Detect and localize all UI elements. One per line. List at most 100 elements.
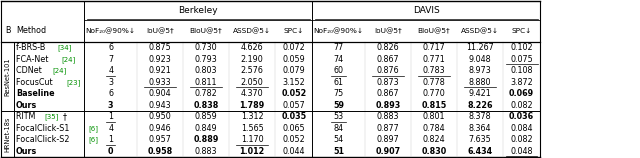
Text: 0.883: 0.883: [376, 112, 399, 121]
Text: BIoU@5†: BIoU@5†: [189, 27, 223, 34]
Text: 0.849: 0.849: [195, 124, 218, 133]
Text: 0.075: 0.075: [510, 55, 533, 64]
Text: 9.421: 9.421: [468, 89, 492, 98]
Text: 1.789: 1.789: [239, 101, 265, 110]
Text: 0.801: 0.801: [422, 112, 445, 121]
Text: 8.378: 8.378: [468, 112, 492, 121]
Text: 77: 77: [333, 43, 344, 52]
Text: 0.048: 0.048: [510, 147, 533, 156]
Text: 0.867: 0.867: [376, 89, 399, 98]
Text: 2.576: 2.576: [241, 66, 264, 75]
Text: NoF₂₀@90%↓: NoF₂₀@90%↓: [314, 27, 364, 34]
Text: FocalClick-S2: FocalClick-S2: [16, 135, 72, 144]
Text: HRNet-18s: HRNet-18s: [4, 116, 11, 152]
Text: 3: 3: [108, 101, 113, 110]
Text: IoU@5†: IoU@5†: [146, 27, 174, 34]
Text: 2.190: 2.190: [241, 55, 264, 64]
Text: 3: 3: [108, 78, 113, 87]
Text: 7.635: 7.635: [468, 135, 492, 144]
Text: 4.626: 4.626: [241, 43, 264, 52]
Text: 0.824: 0.824: [422, 135, 445, 144]
Text: CDNet: CDNet: [16, 66, 44, 75]
Text: 0.897: 0.897: [376, 135, 399, 144]
Text: BIoU@5†: BIoU@5†: [417, 27, 451, 34]
Text: 0.958: 0.958: [147, 147, 173, 156]
Text: f-BRS-B: f-BRS-B: [16, 43, 48, 52]
Text: 0.778: 0.778: [422, 78, 445, 87]
Text: ASSD@5↓: ASSD@5↓: [233, 27, 271, 34]
Text: 0.815: 0.815: [421, 101, 447, 110]
Text: 6: 6: [108, 43, 113, 52]
Text: †: †: [63, 112, 67, 121]
Text: ASSD@5↓: ASSD@5↓: [461, 27, 499, 34]
Text: 0.784: 0.784: [422, 124, 445, 133]
Text: Ours: Ours: [16, 101, 37, 110]
Text: [23]: [23]: [67, 79, 81, 86]
Text: 1.312: 1.312: [241, 112, 264, 121]
Text: 0.044: 0.044: [282, 147, 305, 156]
Text: 0.838: 0.838: [193, 101, 219, 110]
Text: 61: 61: [333, 78, 344, 87]
Text: 0.950: 0.950: [148, 112, 172, 121]
Text: 3.872: 3.872: [510, 78, 533, 87]
Text: 0.102: 0.102: [510, 43, 533, 52]
Text: 0.717: 0.717: [422, 43, 445, 52]
Text: B: B: [5, 26, 10, 35]
Text: 0.783: 0.783: [422, 66, 445, 75]
Text: 0.875: 0.875: [148, 43, 172, 52]
Text: 0.036: 0.036: [509, 112, 534, 121]
Text: 0.867: 0.867: [376, 55, 399, 64]
Text: 0.873: 0.873: [376, 78, 399, 87]
Text: 60: 60: [333, 66, 344, 75]
Text: 0.826: 0.826: [376, 43, 399, 52]
Text: FCA-Net: FCA-Net: [16, 55, 51, 64]
Text: 0.057: 0.057: [282, 101, 305, 110]
Text: 0.084: 0.084: [510, 124, 533, 133]
Text: 0.052: 0.052: [281, 89, 307, 98]
Text: 54: 54: [333, 135, 344, 144]
Text: NoF₂₀@90%↓: NoF₂₀@90%↓: [86, 27, 136, 34]
Text: 0.771: 0.771: [422, 55, 445, 64]
Text: 0.052: 0.052: [282, 135, 305, 144]
Text: 6: 6: [108, 89, 113, 98]
Text: [6]: [6]: [88, 125, 98, 132]
Text: 8.880: 8.880: [468, 78, 492, 87]
Text: 0.069: 0.069: [509, 89, 534, 98]
Text: 0.082: 0.082: [510, 135, 533, 144]
Text: Method: Method: [16, 26, 46, 35]
Text: 1.170: 1.170: [241, 135, 264, 144]
Text: IoU@5†: IoU@5†: [374, 27, 402, 34]
Text: 1: 1: [108, 112, 113, 121]
Text: 0.943: 0.943: [148, 101, 172, 110]
Text: 51: 51: [333, 147, 344, 156]
Text: 0.877: 0.877: [376, 124, 399, 133]
Text: 0.782: 0.782: [195, 89, 218, 98]
Text: 0.946: 0.946: [148, 124, 172, 133]
Text: 0: 0: [108, 147, 113, 156]
Text: ResNet-101: ResNet-101: [4, 57, 11, 96]
Text: 0.893: 0.893: [375, 101, 401, 110]
Text: FocalClick-S1: FocalClick-S1: [16, 124, 72, 133]
Text: 1.012: 1.012: [239, 147, 265, 156]
Text: 59: 59: [333, 101, 344, 110]
Text: 0.770: 0.770: [422, 89, 445, 98]
Text: 1: 1: [108, 135, 113, 144]
Text: 7: 7: [108, 55, 113, 64]
Text: 8.364: 8.364: [468, 124, 492, 133]
Text: 0.811: 0.811: [195, 78, 218, 87]
Text: Ours: Ours: [16, 147, 37, 156]
Text: 0.079: 0.079: [282, 66, 305, 75]
Text: 0.889: 0.889: [193, 135, 219, 144]
Text: 0.082: 0.082: [510, 101, 533, 110]
Text: 0.859: 0.859: [195, 112, 218, 121]
Text: [24]: [24]: [52, 67, 67, 74]
Text: 75: 75: [333, 89, 344, 98]
Text: 0.876: 0.876: [376, 66, 399, 75]
Text: FocusCut: FocusCut: [16, 78, 55, 87]
Text: 0.803: 0.803: [195, 66, 218, 75]
Text: 84: 84: [333, 124, 344, 133]
Text: 0.904: 0.904: [148, 89, 172, 98]
Text: 74: 74: [333, 55, 344, 64]
Text: 0.957: 0.957: [148, 135, 172, 144]
Text: 9.048: 9.048: [468, 55, 492, 64]
